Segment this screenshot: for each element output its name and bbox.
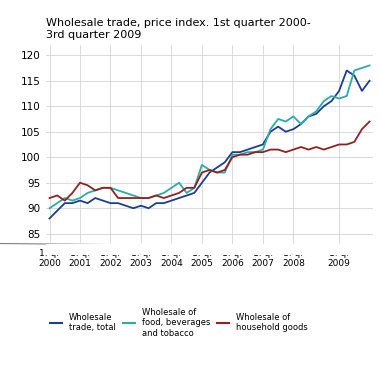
Text: Wholesale trade, price index. 1st quarter 2000-
3rd quarter 2009: Wholesale trade, price index. 1st quarte… (46, 18, 311, 40)
Legend: Wholesale
trade, total, Wholesale of
food, beverages
and tobacco, Wholesale of
h: Wholesale trade, total, Wholesale of foo… (50, 308, 308, 338)
